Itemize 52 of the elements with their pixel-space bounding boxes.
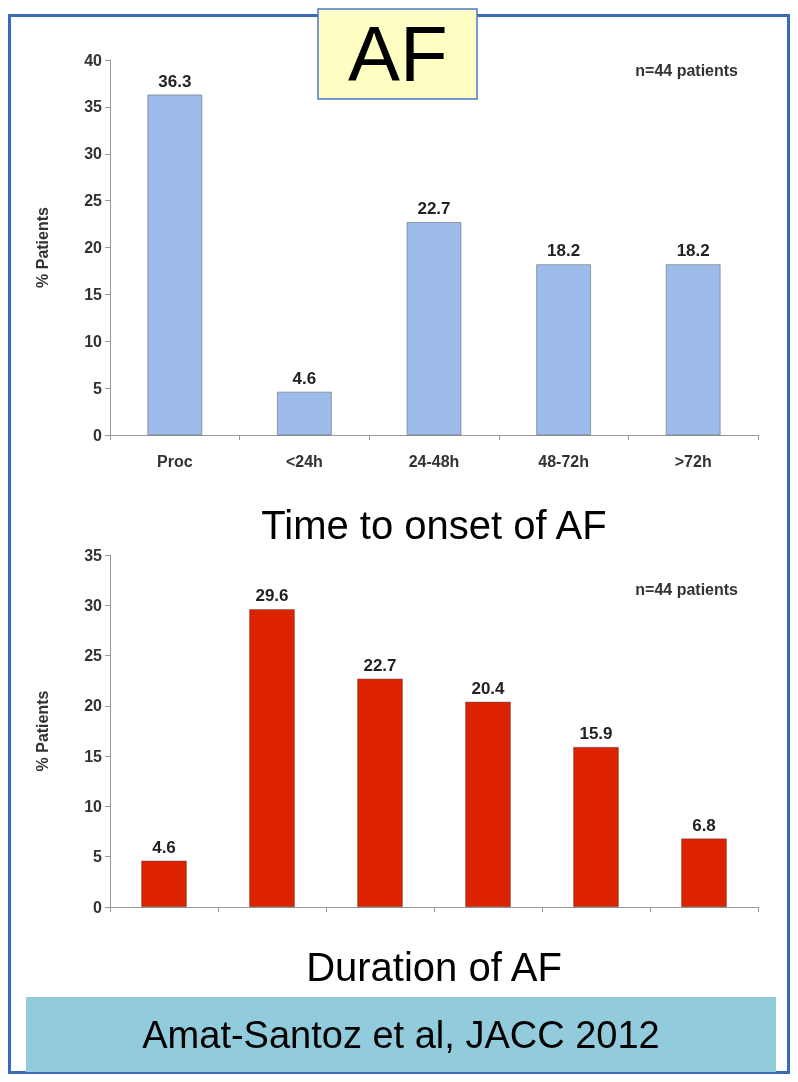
y-tick-label: 0 — [93, 898, 103, 916]
y-tick-label: 20 — [84, 239, 103, 256]
data-label: 4.6 — [292, 368, 317, 388]
data-label: 6.8 — [692, 815, 716, 835]
y-tick-label: 25 — [84, 647, 103, 665]
y-tick-label: 10 — [84, 332, 103, 350]
x-tick-label: 24-48h — [408, 452, 460, 470]
y-tick-label: 35 — [84, 546, 103, 564]
y-tick-label: 20 — [84, 697, 103, 715]
x-axis-title: Time to onset of AF — [261, 503, 607, 547]
bar — [277, 391, 332, 435]
x-tick-label: Proc — [157, 452, 193, 470]
bar — [357, 678, 403, 907]
data-label: 36.3 — [158, 71, 192, 91]
bar — [147, 94, 203, 435]
bar — [665, 264, 721, 435]
y-axis-title: % Patients — [33, 206, 51, 288]
data-label: 15.9 — [579, 724, 613, 744]
data-label: 29.6 — [255, 586, 289, 606]
y-tick-label: 15 — [84, 747, 103, 765]
y-tick-label: 30 — [84, 145, 103, 163]
x-tick-label: 48-72h — [538, 452, 589, 470]
data-label: 4.6 — [152, 837, 176, 857]
x-tick-label: <24h — [285, 452, 323, 470]
bar — [573, 747, 619, 907]
bar — [681, 838, 727, 907]
data-label: 22.7 — [417, 199, 451, 219]
data-label: 18.2 — [676, 241, 710, 261]
y-tick-label: 30 — [84, 596, 103, 614]
y-tick-label: 15 — [84, 285, 103, 303]
y-tick-label: 5 — [93, 848, 103, 866]
y-tick-label: 25 — [84, 192, 103, 210]
bar — [465, 701, 511, 907]
x-tick-label: >72h — [674, 452, 712, 470]
y-tick-label: 35 — [84, 98, 103, 116]
data-label: 20.4 — [471, 678, 506, 698]
y-axis-title: % Patients — [33, 690, 51, 772]
y-tick-label: 10 — [84, 797, 103, 815]
bar — [141, 860, 187, 907]
bar — [406, 222, 462, 435]
annotation: n=44 patients — [635, 580, 739, 598]
y-tick-label: 0 — [93, 426, 103, 444]
x-axis-title: Duration of AF — [306, 945, 562, 989]
annotation: n=44 patients — [635, 61, 739, 79]
bar — [536, 264, 591, 435]
y-tick-label: 40 — [84, 51, 103, 69]
data-label: 22.7 — [363, 655, 397, 675]
data-label: 18.2 — [547, 241, 581, 261]
y-tick-label: 5 — [93, 379, 103, 397]
chart-title: AF — [348, 10, 448, 98]
bar — [249, 609, 295, 907]
text: Amat-Santoz et al, JACC 2012 — [142, 1014, 660, 1056]
